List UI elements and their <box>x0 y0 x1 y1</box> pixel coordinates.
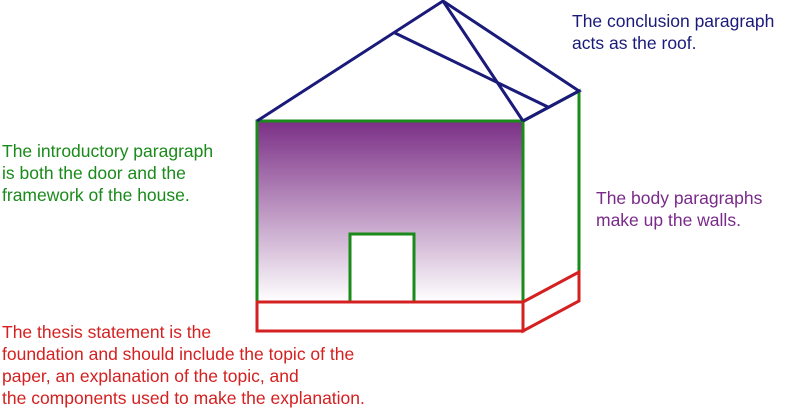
thesis-label-line: paper, an explanation of the topic, and <box>2 366 299 386</box>
conclusion-label-line: acts as the roof. <box>572 33 697 53</box>
body-label-line: make up the walls. <box>596 210 741 230</box>
thesis-label-line: the components used to make the explanat… <box>2 388 365 408</box>
roof-top-edge <box>442 0 582 123</box>
conclusion-label: The conclusion paragraph acts as the roo… <box>572 10 774 54</box>
introduction-label-line: The introductory paragraph <box>2 141 214 161</box>
thesis-label-line: The thesis statement is the <box>2 322 212 342</box>
introduction-label-line: is both the door and the <box>2 163 186 183</box>
body-label: The body paragraphs make up the walls. <box>596 187 762 231</box>
introduction-label-line: framework of the house. <box>2 185 190 205</box>
thesis-label: The thesis statement is the foundation a… <box>2 321 365 409</box>
roof-front-gable <box>256 0 525 123</box>
roof-ridge-line <box>394 31 549 109</box>
door <box>348 232 416 304</box>
introduction-label: The introductory paragraph is both the d… <box>2 140 213 206</box>
conclusion-label-line: The conclusion paragraph <box>572 11 775 31</box>
thesis-label-line: foundation and should include the topic … <box>2 344 355 364</box>
foundation-side <box>521 269 581 334</box>
body-label-line: The body paragraphs <box>596 188 763 208</box>
